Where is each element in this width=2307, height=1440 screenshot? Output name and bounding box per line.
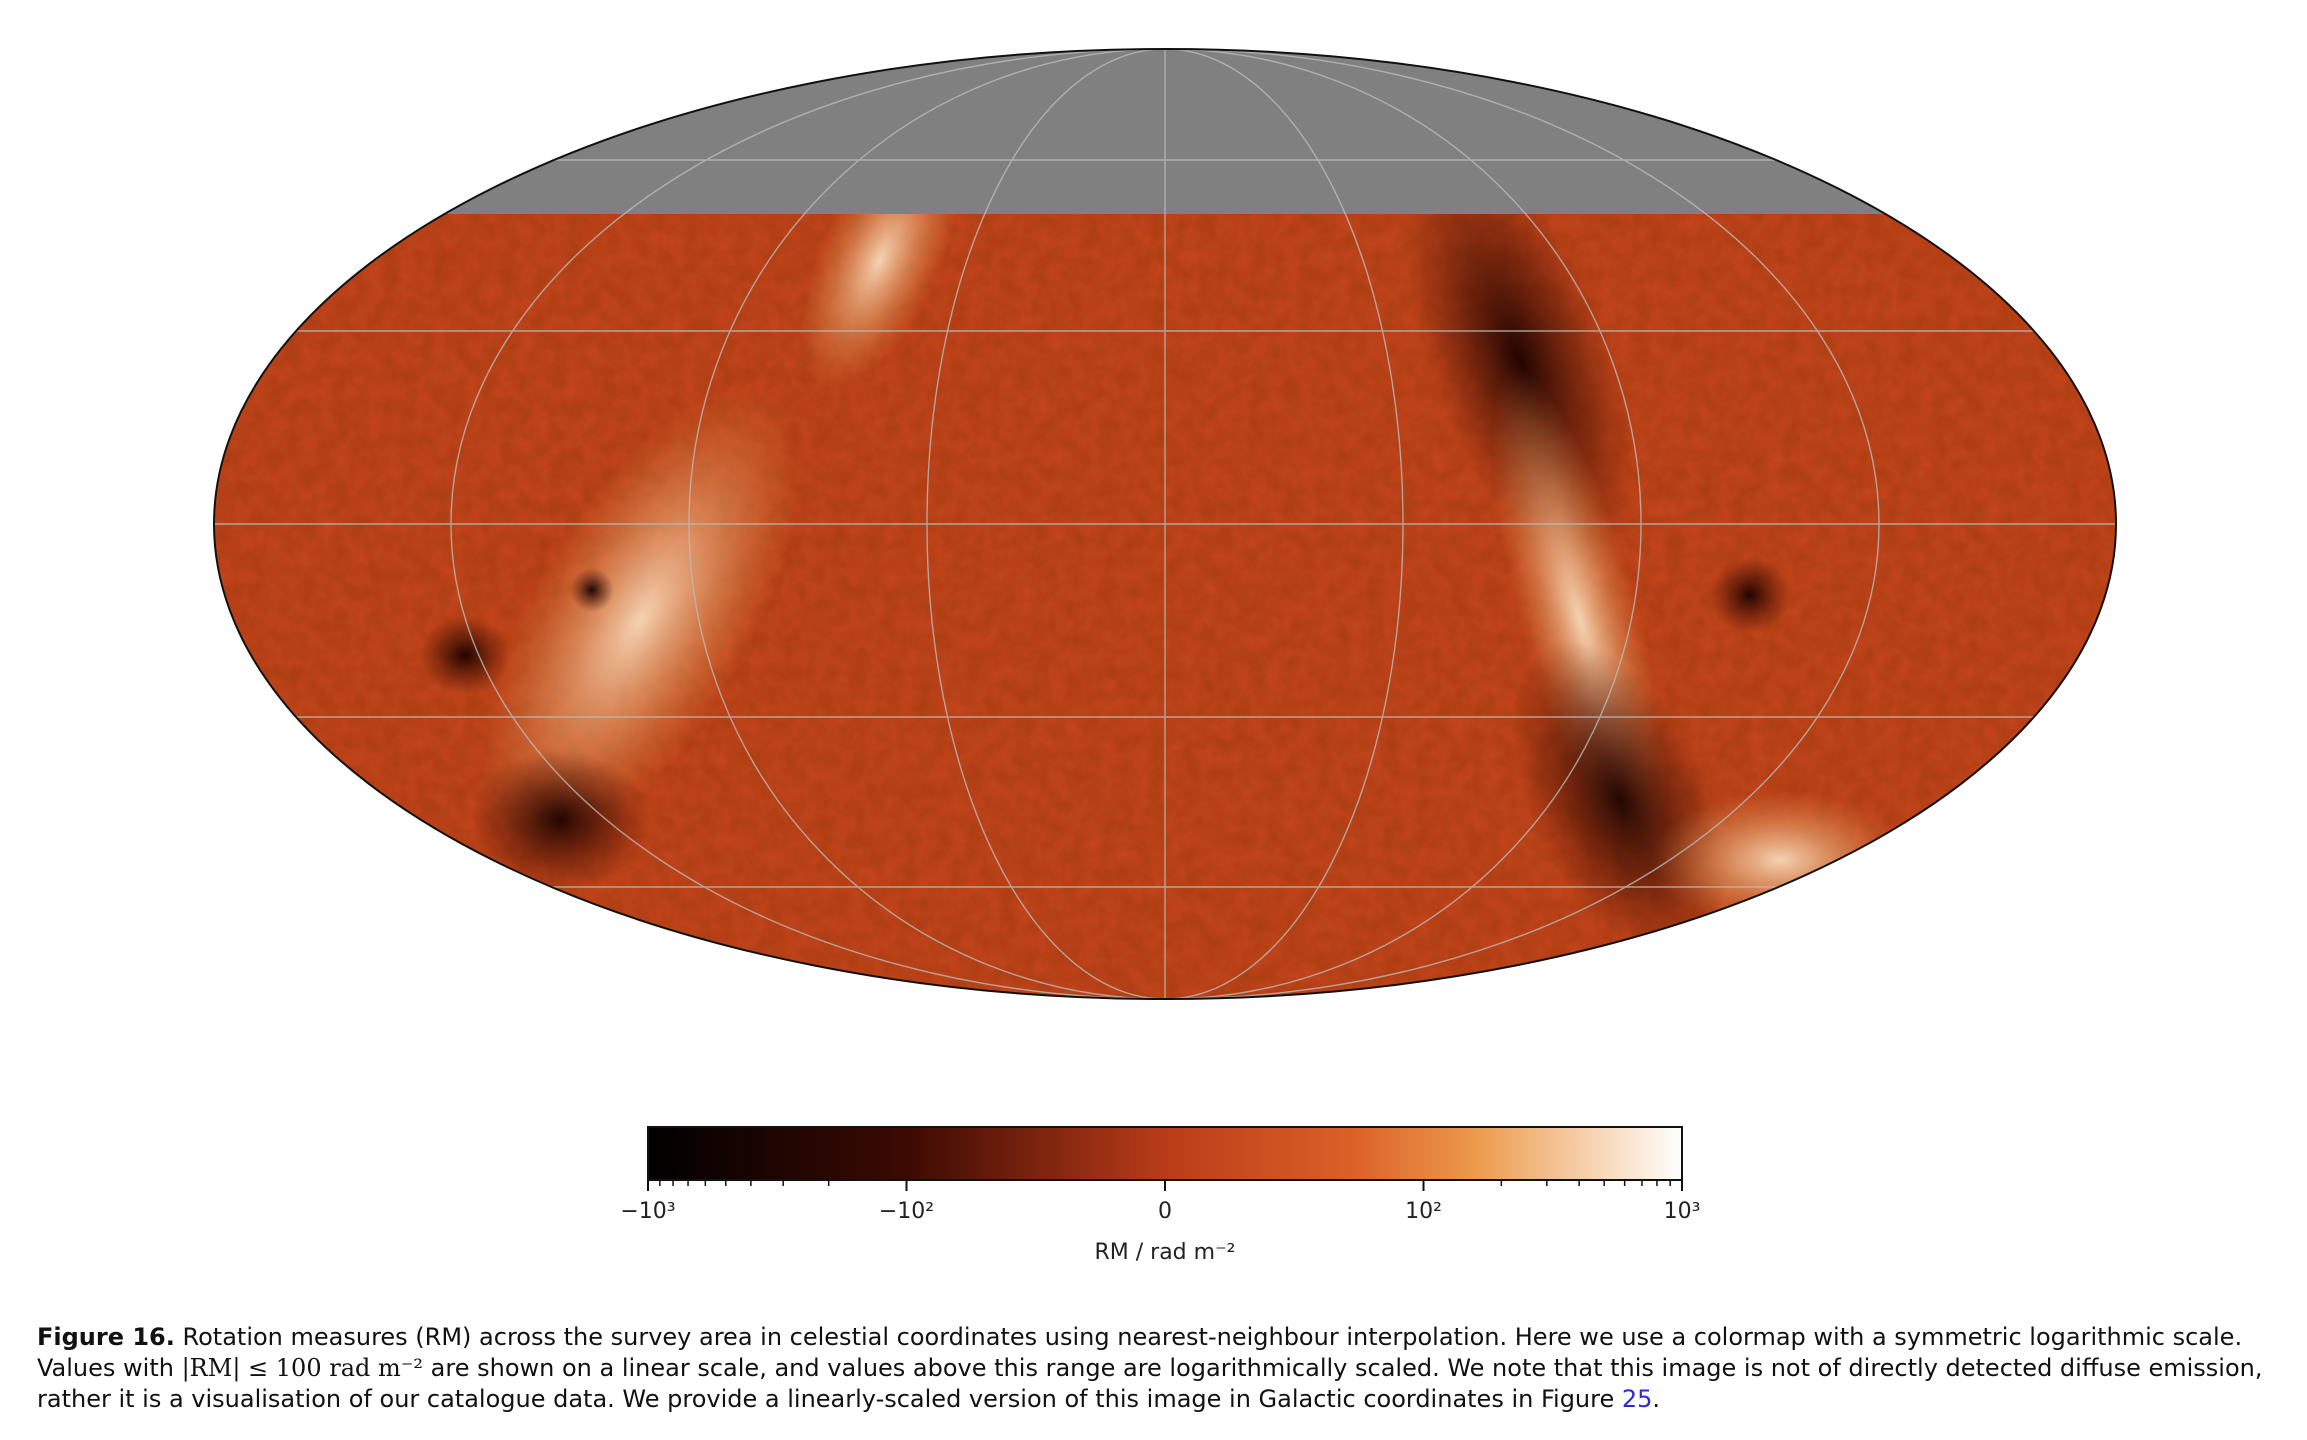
- colorbar-tick-label: −10²: [879, 1199, 934, 1224]
- map-outline: [213, 48, 2117, 1000]
- colorbar-tick-label: 10²: [1405, 1199, 1442, 1224]
- caption-text: .: [1652, 1385, 1661, 1413]
- colorbar-tick-label: −10³: [620, 1199, 675, 1224]
- colorbar: [647, 1126, 1683, 1181]
- caption-text: Rotation measures (RM) across the survey…: [37, 1323, 2243, 1382]
- caption-text: are shown on a linear scale, and values …: [37, 1354, 2263, 1413]
- caption-math: |RM| ≤ 100 rad m⁻²: [181, 1354, 424, 1382]
- figure-link[interactable]: 25: [1621, 1385, 1653, 1413]
- colorbar-tick-label: 0: [1158, 1199, 1172, 1224]
- caption: Figure 16. Rotation measures (RM) across…: [37, 1322, 2287, 1415]
- sky-map: [214, 49, 2116, 999]
- colorbar-tick-label: 10³: [1664, 1199, 1701, 1224]
- colorbar-label: RM / rad m⁻²: [1094, 1240, 1235, 1265]
- caption-label: Figure 16.: [37, 1323, 175, 1351]
- figure: RM / rad m⁻² −10³ −10² 0 10² 10³: [213, 48, 2117, 1265]
